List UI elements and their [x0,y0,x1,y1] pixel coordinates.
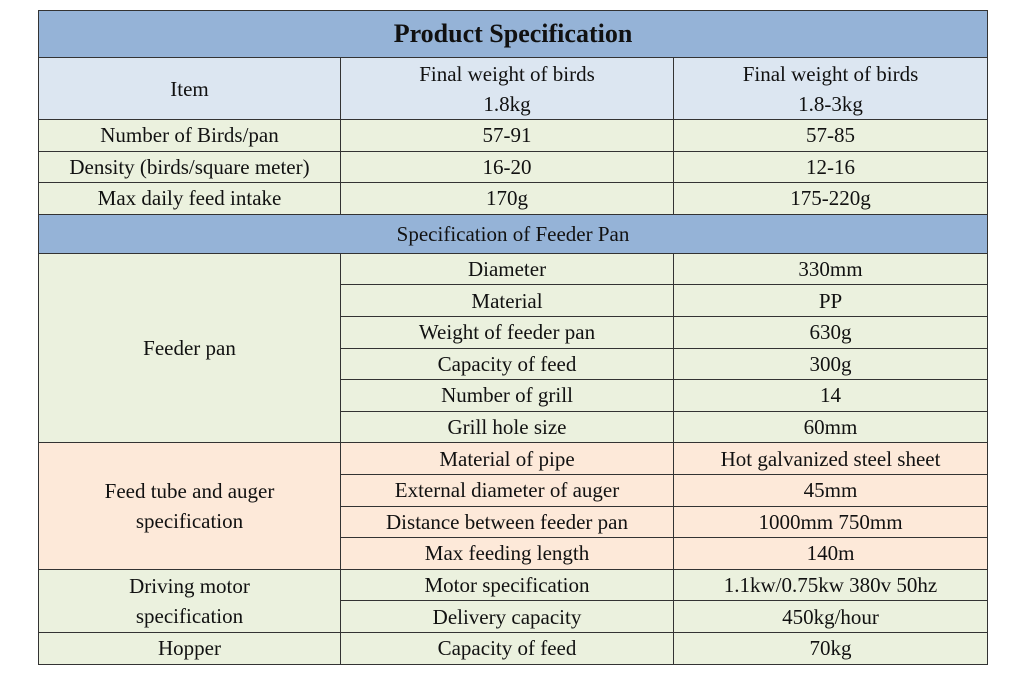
row-value: 16-20 [340,150,674,184]
table-row: Feed tube and auger specification Materia… [38,442,989,570]
row-label: Grill hole size [340,410,674,444]
table-row: Number of Birds/pan 57-91 57-85 [38,119,989,152]
row-value: 630g [672,315,989,349]
row-value: PP [672,284,989,317]
group-feeder-pan: Feeder pan [38,252,341,444]
row-label: Number of Birds/pan [38,119,341,152]
row-value: 330mm [672,252,989,286]
row-value: 1.1kw/0.75kw 380v 50hz [672,568,989,602]
row-label: Motor specification [340,568,674,602]
row-label: External diameter of auger [340,473,674,507]
row-label: Weight of feeder pan [340,315,674,349]
row-value: 170g [340,182,674,215]
group-hopper: Hopper [38,631,341,665]
row-label: Distance between feeder pan [340,505,674,539]
row-value: 12-16 [672,150,989,184]
row-value: 1000mm 750mm [672,505,989,539]
row-value: 57-85 [672,119,989,152]
row-value: Hot galvanized steel sheet [672,442,989,475]
table-row: Driving motor specification Motor specifi… [38,568,989,633]
row-value: 175-220g [672,182,989,215]
row-label: Material of pipe [340,442,674,475]
row-label: Delivery capacity [340,600,674,633]
product-specification-table: Product Specification Item Final weight … [37,10,989,665]
table-row: Feeder pan Diameter 330mm [38,252,989,444]
row-value: 70kg [672,631,989,665]
row-label: Material [340,284,674,317]
table-row: Max daily feed intake 170g 175-220g [38,182,989,215]
group-feed-tube: Feed tube and auger specification [38,442,341,570]
row-value: 45mm [672,473,989,507]
row-value: 57-91 [340,119,674,152]
row-label: Capacity of feed [340,631,674,665]
row-value: 60mm [672,410,989,444]
row-label: Number of grill [340,379,674,412]
row-value: 140m [672,537,989,570]
row-label: Diameter [340,252,674,286]
section-subtitle: Specification of Feeder Pan [37,213,989,254]
row-value: 450kg/hour [672,600,989,633]
header-item: Item [38,57,341,120]
table-title: Product Specification [37,10,989,58]
table-row: Hopper Capacity of feed 70kg [38,631,989,665]
table-row: Density (birds/square meter) 16-20 12-16 [38,150,989,184]
header-col2: Final weight of birds 1.8-3kg [672,57,989,120]
group-driving-motor: Driving motor specification [38,568,341,633]
row-value: 14 [672,379,989,412]
row-label: Max daily feed intake [38,182,341,215]
row-label: Capacity of feed [340,347,674,381]
row-label: Max feeding length [340,537,674,570]
row-label: Density (birds/square meter) [38,150,341,184]
row-value: 300g [672,347,989,381]
header-col1: Final weight of birds 1.8kg [340,57,674,120]
